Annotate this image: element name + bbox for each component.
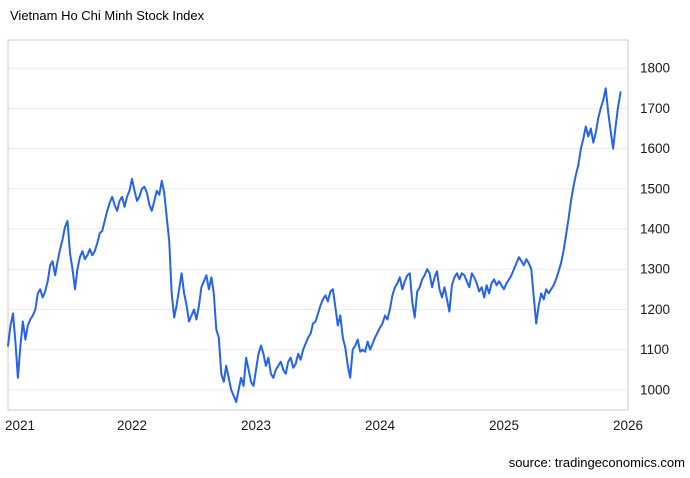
y-tick-label: 1800 [640,61,670,76]
x-tick-label: 2023 [241,418,271,433]
plot-frame [7,39,629,411]
x-tick-label: 2022 [117,418,147,433]
source-credit: source: tradingeconomics.com [508,455,685,470]
y-tick-label: 1200 [640,302,670,317]
chart-title: Vietnam Ho Chi Minh Stock Index [10,8,205,23]
y-tick-label: 1500 [640,181,670,196]
x-tick-label: 2025 [489,418,519,433]
y-tick-label: 1000 [640,382,670,397]
y-tick-label: 1600 [640,141,670,156]
y-tick-label: 1700 [640,101,670,116]
x-tick-label: 2021 [5,418,35,433]
y-tick-label: 1400 [640,222,670,237]
price-line [7,87,622,403]
y-tick-label: 1300 [640,262,670,277]
y-tick-label: 1100 [640,342,669,357]
line-chart: 1000 1100 1200 1300 1400 1500 1600 1700 1800 2021… [5,39,670,433]
x-tick-label: 2024 [365,418,396,433]
x-tick-label: 2026 [613,418,643,433]
